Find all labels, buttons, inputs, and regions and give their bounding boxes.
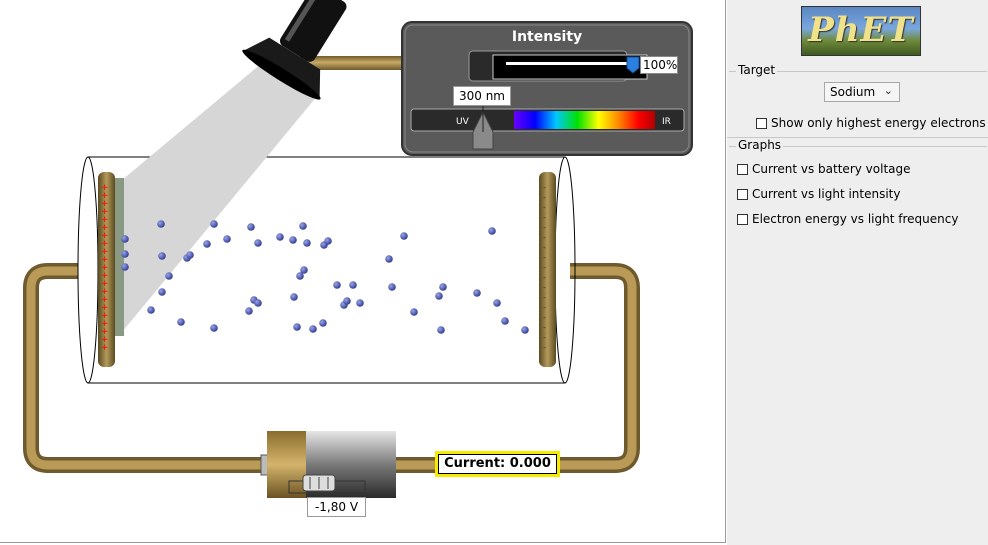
svg-text:-: - [543,283,546,292]
svg-text:-: - [543,233,546,242]
svg-text:-: - [543,323,546,332]
svg-text:+: + [101,295,109,305]
svg-text:+: + [101,287,109,297]
current-readout: Current: 0.000 [435,451,560,477]
intensity-slider-thumb [626,56,640,74]
graphs-group: Graphs Current vs battery voltage Curren… [729,138,987,235]
show-highest-energy-option[interactable]: Show only highest energy electrons [756,114,986,132]
light-lamp [242,0,347,100]
battery [260,431,396,498]
svg-text:-: - [543,243,546,252]
intensity-title: Intensity [511,29,583,45]
svg-text:-: - [543,343,546,352]
target-select[interactable]: Sodium ⌄ [824,82,900,102]
svg-text:-: - [543,223,546,232]
svg-text:+: + [101,311,109,321]
svg-text:-: - [543,313,546,322]
svg-text:+: + [101,231,109,241]
svg-text:+: + [101,223,109,233]
show-highest-energy-checkbox[interactable] [756,117,767,129]
phet-logo[interactable]: PhET [801,6,921,56]
svg-text:+: + [101,335,109,345]
svg-text:+: + [101,239,109,249]
svg-text:-: - [543,303,546,312]
graph-label-current-vs-voltage: Current vs battery voltage [752,162,911,176]
svg-text:+: + [101,183,109,193]
graph-checkbox-current-vs-intensity[interactable] [737,188,748,200]
ir-label: IR [662,117,671,127]
chevron-down-icon: ⌄ [883,84,893,97]
graph-label-current-vs-intensity: Current vs light intensity [752,187,901,201]
electrons [121,220,529,334]
graph-option-current-vs-voltage[interactable]: Current vs battery voltage [737,160,911,178]
graphs-group-title: Graphs [736,138,784,152]
svg-text:+: + [101,271,109,281]
intensity-value-field[interactable]: 100% [640,56,678,74]
lamp-wire [300,56,404,70]
target-select-value: Sodium [830,85,876,99]
target-plate [98,172,115,367]
svg-text:-: - [543,333,546,342]
svg-text:+: + [101,279,109,289]
control-panel: PhET Target Sodium ⌄ Show only highest e… [727,0,988,545]
light-beam [122,63,318,332]
plate-plus-signs: ++++ ++++ ++++ ++++ ++++ + [101,183,109,353]
collector-minus-signs: ---- ---- ---- ---- - [543,183,546,352]
collector-plate [539,172,556,367]
svg-text:+: + [101,199,109,209]
panel-divider [727,137,988,138]
svg-text:+: + [101,319,109,329]
target-group: Target Sodium ⌄ [729,63,987,106]
graph-label-energy-vs-frequency: Electron energy vs light frequency [752,212,959,226]
wavelength-field[interactable]: 300 nm [453,86,511,106]
svg-text:+: + [101,191,109,201]
svg-text:-: - [543,293,546,302]
graph-checkbox-energy-vs-frequency[interactable] [737,213,748,225]
svg-text:+: + [101,207,109,217]
svg-text:+: + [101,255,109,265]
battery-voltage-readout: -1,80 V [307,497,366,517]
svg-text:-: - [543,183,546,192]
svg-text:-: - [543,213,546,222]
svg-text:-: - [543,263,546,272]
current-value: Current: 0.000 [438,454,557,474]
svg-text:+: + [101,263,109,273]
svg-text:+: + [101,343,109,353]
svg-text:+: + [101,215,109,225]
show-highest-energy-label: Show only highest energy electrons [771,116,986,130]
graph-option-energy-vs-frequency[interactable]: Electron energy vs light frequency [737,210,958,228]
svg-text:+: + [101,327,109,337]
graph-option-current-vs-intensity[interactable]: Current vs light intensity [737,185,901,203]
svg-text:+: + [101,303,109,313]
svg-text:-: - [543,203,546,212]
uv-label: UV [456,117,469,127]
phet-logo-text: PhET [808,10,914,50]
simulation-drawing: ++++ ++++ ++++ ++++ ++++ + ---- ---- ---… [23,0,693,498]
svg-text:-: - [543,193,546,202]
svg-text:+: + [101,247,109,257]
target-group-title: Target [736,63,778,77]
svg-text:-: - [543,253,546,262]
svg-text:-: - [543,273,546,282]
simulation-canvas[interactable]: + + + + + + + + + + + + + + + + + + + + + ---- ---- ---… [0,0,726,543]
graph-checkbox-current-vs-voltage[interactable] [737,163,748,175]
